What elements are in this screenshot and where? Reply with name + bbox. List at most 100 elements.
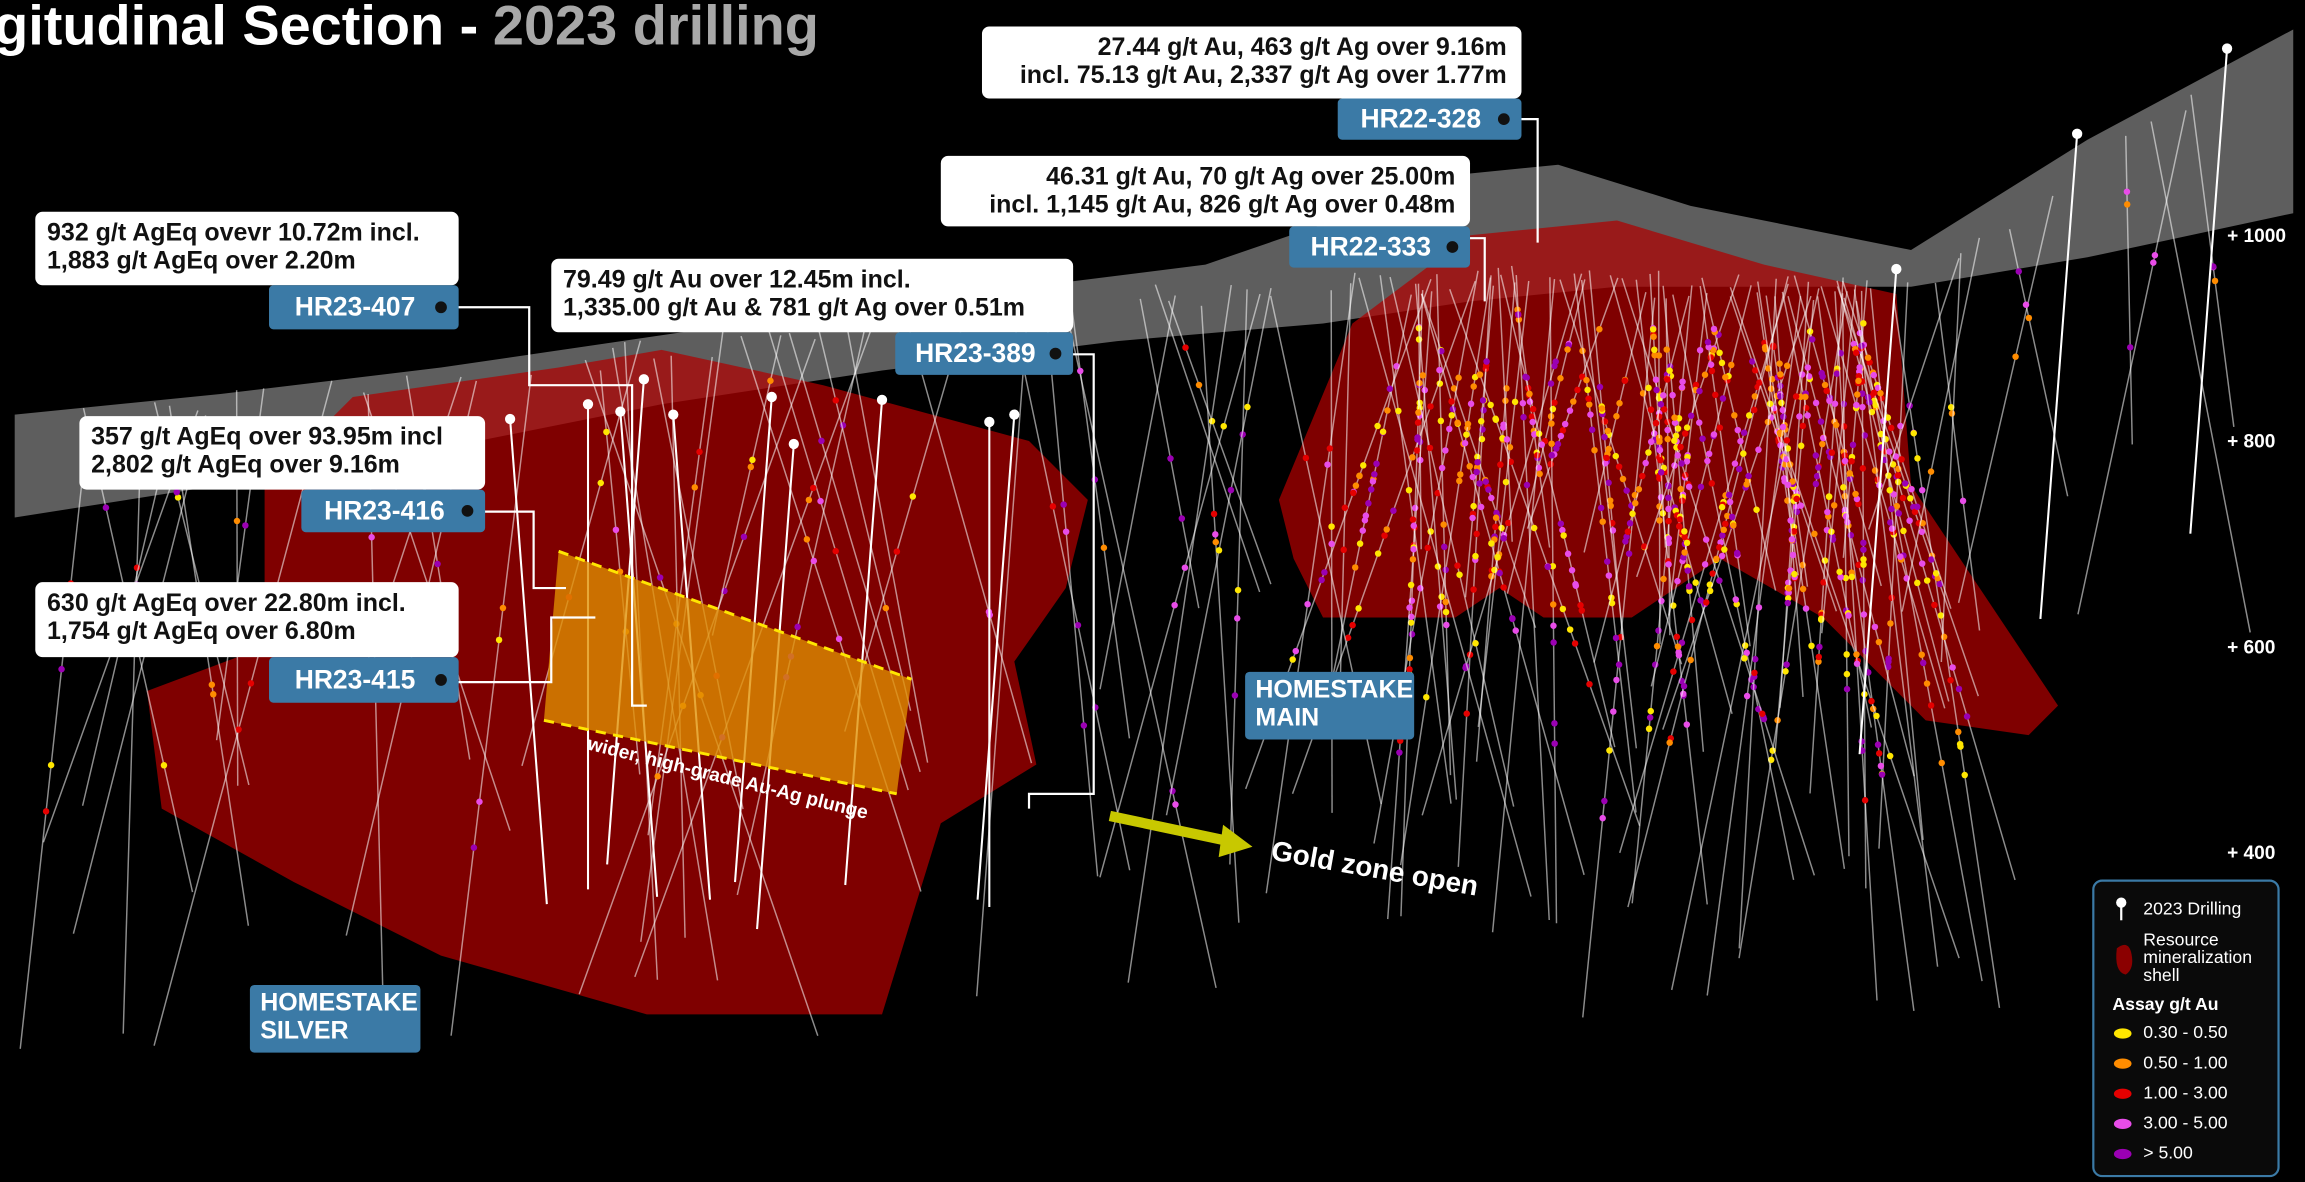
assay-dot [1955, 728, 1962, 736]
drill-hole [1834, 291, 1878, 1001]
assay-dot [1326, 445, 1334, 452]
drill-hole [1706, 295, 1802, 996]
drill-hole [1820, 286, 1946, 709]
assay-dot [2211, 277, 2219, 285]
assay-dot [1566, 626, 1574, 633]
assay-dot [1231, 692, 1239, 699]
assay-dot [1702, 536, 1710, 543]
assay-dot [1409, 454, 1416, 461]
assay-dot [1685, 583, 1693, 590]
assay-dot [1529, 418, 1536, 426]
drill-hole [1127, 284, 1232, 983]
callout-text: 1,883 g/t AgEq over 2.20m [47, 246, 356, 274]
assay-dot [1660, 406, 1668, 413]
assay-dot [1599, 518, 1606, 525]
assay-dot [1947, 677, 1954, 684]
assay-dot [1384, 407, 1391, 414]
assay-dot [1664, 376, 1671, 383]
assay-dot [1799, 422, 1807, 430]
assay-dot [1571, 640, 1579, 647]
drill-hole-2023 [976, 414, 1016, 900]
assay-dot [1649, 326, 1657, 333]
assay-dot [1853, 495, 1861, 503]
assay-dot [1438, 464, 1446, 472]
assay-dot [1828, 449, 1836, 456]
assay-dot [1783, 437, 1791, 444]
assay-dot [1718, 552, 1726, 560]
drill-hole [1670, 288, 1820, 991]
assay-dot [1815, 653, 1823, 661]
assay-dot [1167, 455, 1174, 462]
assay-dot [1436, 366, 1443, 374]
assay-dot [1557, 432, 1565, 440]
legend-label: mineralization [2143, 947, 2252, 967]
assay-dot [1906, 517, 1913, 524]
assay-dot [1778, 399, 1785, 407]
callout-text: 630 g/t AgEq over 22.80m incl. [47, 589, 406, 617]
high-grade-plunge [543, 551, 912, 794]
assay-dot [1409, 556, 1417, 563]
assay-dot [1606, 747, 1613, 754]
assay-dot [1351, 564, 1359, 571]
assay-dot [1651, 351, 1658, 359]
assay-dot [882, 604, 890, 612]
assay-dot [1356, 472, 1363, 480]
assay-dot [1918, 486, 1926, 494]
plunge-edge [558, 549, 912, 681]
assay-dot [832, 397, 839, 404]
assay-dot [1914, 503, 1921, 511]
assay-dot [1674, 452, 1681, 459]
assay-dot [1607, 502, 1614, 510]
assay-dot [1812, 452, 1820, 459]
assay-dot [1731, 460, 1739, 467]
assay-dot [247, 680, 255, 687]
assay-dot [1730, 522, 1737, 529]
assay-dot [1374, 422, 1381, 430]
assay-dot [1802, 605, 1810, 612]
drill-hole-2023 [2189, 48, 2229, 534]
assay-dot [1171, 601, 1178, 609]
assay-dot [1708, 367, 1716, 375]
collar [638, 374, 650, 385]
assay-dot [1360, 462, 1367, 469]
assay-dot [1655, 627, 1662, 634]
legend-label: shell [2143, 965, 2179, 985]
assay-dot [1887, 424, 1895, 432]
assay-dot [1437, 417, 1445, 425]
assay-dot [1406, 654, 1414, 662]
callout-text: 932 g/t AgEq ovevr 10.72m incl. [47, 218, 420, 246]
collar [876, 394, 888, 406]
assay-dot [1751, 406, 1758, 414]
assay-dot [1959, 497, 1967, 505]
assay-dot [1586, 680, 1593, 688]
assay-dot [1551, 720, 1558, 727]
assay-dot [1696, 419, 1703, 426]
assay-dot [1642, 459, 1649, 467]
assay-dot [1868, 697, 1875, 705]
assay-dot [1598, 405, 1606, 412]
assay-dot [1797, 442, 1805, 450]
assay-dot [656, 574, 664, 581]
drill-hole-2023 [1858, 268, 1898, 755]
assay-dot [1697, 483, 1705, 491]
drill-hole [1901, 237, 1981, 612]
assay-dot [1936, 580, 1944, 588]
drill-hole [1339, 283, 1352, 681]
assay-dot [2151, 251, 2159, 259]
assay-dot [1911, 508, 1919, 516]
assay-dot [1473, 530, 1480, 538]
assay-dot [1854, 391, 1861, 398]
legend-label: 3.00 - 5.00 [2143, 1113, 2227, 1133]
assay-dot [1467, 400, 1475, 408]
assay-dot [1500, 584, 1507, 591]
legend-swatch [2113, 1118, 2132, 1130]
assay-dot [1665, 539, 1673, 547]
assay-dot [1599, 814, 1606, 822]
assay-dot [1442, 598, 1449, 606]
assay-dot [1853, 660, 1861, 667]
assay-dot [1743, 692, 1751, 700]
assay-dot [817, 497, 824, 505]
assay-dot [1588, 426, 1596, 434]
assay-dot [2022, 301, 2030, 309]
assay-dot [1753, 506, 1760, 513]
